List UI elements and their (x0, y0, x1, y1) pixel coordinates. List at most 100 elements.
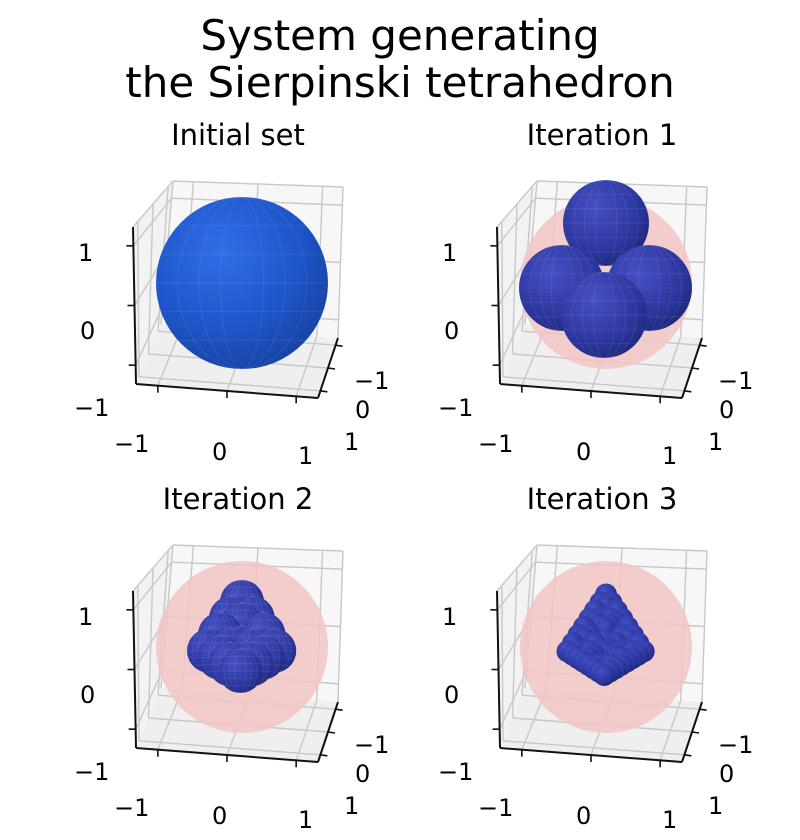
y-tick-label-2: 1 (708, 428, 723, 456)
sphere-top (563, 180, 649, 266)
left-pane (497, 181, 537, 384)
back-right-edge (337, 186, 344, 339)
sphere-mesh-meridian (234, 648, 247, 694)
x-tick-label-1: 0 (212, 802, 227, 830)
y-tick-label-1: 0 (355, 396, 370, 424)
sphere-mesh-meridian (223, 648, 258, 694)
left-top-edge (496, 180, 538, 228)
sphere-mesh-meridian (592, 271, 616, 359)
left-grid-z-2 (132, 197, 173, 247)
y-tick-1 (327, 731, 336, 734)
x-tick-label-2: 1 (662, 442, 677, 470)
y-tick-label-0: −1 (718, 367, 753, 395)
x-tick-label-0: −1 (478, 430, 513, 458)
x-tick-label-2: 1 (662, 806, 677, 834)
y-tick-label-1: 0 (355, 760, 370, 788)
y-tick-label-2: 1 (344, 792, 359, 820)
z-tick-label-2: 1 (78, 239, 93, 267)
left-top-edge (132, 180, 174, 228)
z-tick-label-2: 1 (442, 239, 457, 267)
x-tick-label-1: 0 (576, 438, 591, 466)
left-grid-z-2 (132, 561, 173, 611)
y-tick-0 (684, 390, 692, 393)
back-top-edge (172, 180, 344, 188)
panel-title-initial: Initial set (171, 118, 305, 152)
z-tick-label-0: −1 (74, 758, 109, 786)
figure-title-line-2: the Sierpinski tetrahedron (125, 58, 675, 107)
y-tick-label-0: −1 (354, 367, 389, 395)
back-right-edge (701, 186, 708, 339)
y-tick-1 (691, 731, 700, 734)
z-tick-label-2: 1 (442, 603, 457, 631)
x-tick-label-0: −1 (114, 794, 149, 822)
z-tick-label-1: 0 (80, 681, 95, 709)
back-top-edge (172, 544, 344, 552)
y-tick-2 (699, 344, 707, 347)
z-tick-label-1: 0 (444, 317, 459, 345)
left-grid-z-2 (496, 197, 537, 247)
floor-grid-x-2 (659, 336, 682, 397)
y-tick-0 (320, 754, 328, 757)
y-tick-label-2: 1 (708, 792, 723, 820)
x-tick-label-1: 0 (212, 438, 227, 466)
sphere-mesh-meridian (229, 648, 252, 694)
y-tick-2 (335, 344, 343, 347)
y-tick-1 (327, 367, 336, 370)
floor-grid-x-2 (295, 700, 318, 761)
sphere-63 (593, 664, 616, 686)
z-tick-label-2: 1 (78, 603, 93, 631)
sphere-mesh-meridian (582, 271, 626, 359)
left-grid-z-2 (496, 561, 537, 611)
sphere-15 (218, 649, 263, 693)
x-tick-label-2: 1 (298, 442, 313, 470)
z-tick-label-1: 0 (80, 317, 95, 345)
panel-title-iteration-1: Iteration 1 (526, 118, 678, 152)
sphere-mesh-meridian (594, 179, 618, 267)
y-tick-label-0: −1 (718, 731, 753, 759)
panel-title-iteration-2: Iteration 2 (162, 482, 314, 516)
sphere-mesh-meridian (637, 244, 661, 332)
y-tick-2 (699, 708, 707, 711)
sphere-mesh-meridian (198, 196, 286, 370)
left-pane (133, 545, 173, 748)
y-tick-0 (684, 754, 692, 757)
x-tick-label-2: 1 (298, 806, 313, 834)
figure-title: System generating the Sierpinski tetrahe… (0, 12, 800, 106)
left-pane (497, 545, 537, 748)
back-right-edge (701, 550, 708, 703)
sphere-mesh-meridian (177, 196, 307, 370)
sphere-mesh-meridian (573, 179, 639, 267)
z-tick-label-1: 0 (444, 681, 459, 709)
panel-0: −1 0 1−101−101 (74, 180, 389, 470)
y-tick-label-2: 1 (344, 428, 359, 456)
y-tick-1 (691, 367, 700, 370)
back-top-edge (536, 544, 708, 552)
y-tick-0 (320, 390, 328, 393)
left-top-edge (132, 544, 174, 592)
sphere-mesh-meridian (584, 179, 628, 267)
sphere-mesh-meridian (571, 271, 637, 359)
panel-title-iteration-3: Iteration 3 (526, 482, 678, 516)
floor-grid-x-2 (295, 336, 318, 397)
left-top-edge (496, 544, 538, 592)
panel-1: −1 0 1−101−101 (438, 179, 753, 470)
back-right-edge (337, 550, 344, 703)
x-tick-label-0: −1 (478, 794, 513, 822)
sphere-front (561, 272, 647, 358)
y-tick-label-1: 0 (719, 760, 734, 788)
left-pane (133, 181, 173, 384)
panel-3: −1 0 1−101−101 (438, 544, 753, 834)
figure-title-line-1: System generating (200, 11, 600, 60)
floor-grid-x-2 (659, 700, 682, 761)
y-tick-label-1: 0 (719, 396, 734, 424)
y-tick-label-0: −1 (354, 731, 389, 759)
sphere-mesh-meridian (220, 196, 264, 370)
z-tick-label-0: −1 (74, 394, 109, 422)
initial-sphere (156, 197, 328, 369)
x-tick-label-1: 0 (576, 802, 591, 830)
y-tick-2 (335, 708, 343, 711)
z-tick-label-0: −1 (438, 758, 473, 786)
panel-2: −1 0 1−101−101 (74, 544, 389, 834)
x-tick-label-0: −1 (114, 430, 149, 458)
